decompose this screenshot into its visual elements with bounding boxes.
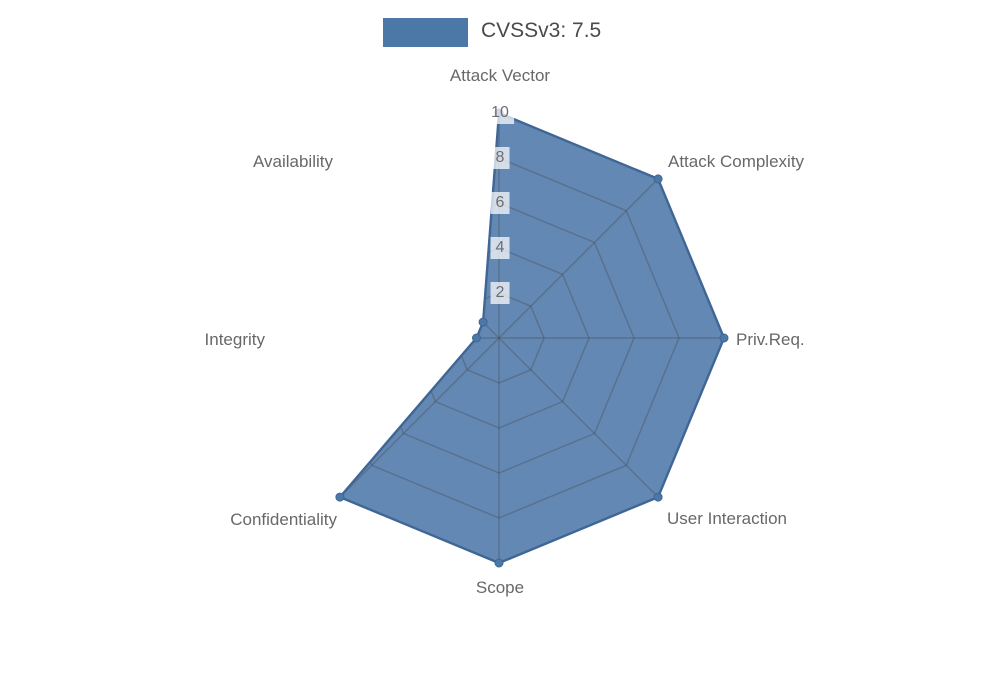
axis-label-availability: Availability [252,152,333,171]
axis-label-confidentiality: Confidentiality [230,510,337,529]
radial-tick-8: 8 [490,147,510,169]
radial-tick-10: 10 [486,102,514,124]
axis-label-scope: Scope [475,578,525,597]
legend-label: CVSSv3: 7.5 [481,18,602,42]
radial-tick-4: 4 [490,237,510,259]
axis-label-integrity: Integrity [204,330,265,349]
axis-label-priv-req: Priv.Req. [736,330,805,349]
axis-label-user-interaction: User Interaction [667,509,787,528]
radial-tick-2: 2 [490,282,510,304]
radar-vertex-markers [335,108,729,568]
axis-label-attack-vector: Attack Vector [449,66,551,85]
legend: CVSSv3: 7.5 [383,14,601,47]
radial-tick-6: 6 [490,192,510,214]
axis-label-attack-complexity: Attack Complexity [668,152,805,171]
legend-swatch [383,18,468,47]
radar-series-fill [339,113,724,563]
